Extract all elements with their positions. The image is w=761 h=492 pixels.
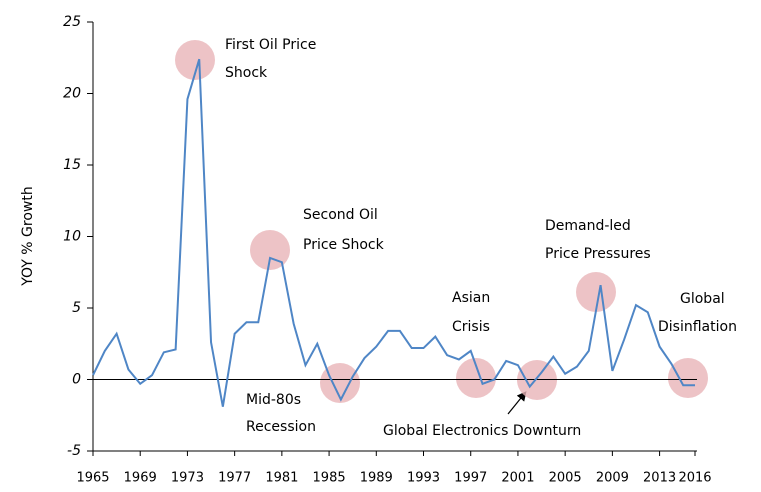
- annotation: Second Oil: [303, 207, 378, 223]
- x-tick-label: 1973: [171, 471, 204, 486]
- annotation: Asian: [452, 290, 490, 306]
- y-tick-label: -5: [67, 443, 81, 459]
- x-tick-label: 1965: [76, 471, 109, 486]
- x-tick-label: 1985: [313, 471, 346, 486]
- x-tick-label: 1969: [124, 471, 157, 486]
- x-tick-label: 2001: [501, 471, 534, 486]
- arrow: [507, 391, 527, 415]
- annotation: Global Electronics Downturn: [383, 423, 581, 439]
- annotation: First Oil Price: [225, 37, 316, 53]
- data-line: [92, 58, 695, 407]
- highlight-circle: [576, 272, 616, 312]
- y-tick-label: 10: [63, 229, 81, 245]
- x-tick-label: 2005: [549, 471, 582, 486]
- highlight-circle: [668, 358, 708, 398]
- x-tick-label: 1993: [407, 471, 440, 486]
- highlight-circle: [250, 230, 290, 270]
- x-tick-label: 2009: [596, 471, 629, 486]
- y-tick-label: 20: [63, 86, 81, 102]
- annotation: Price Pressures: [545, 246, 651, 262]
- y-tick-label: 0: [72, 372, 81, 388]
- x-tick-label: 1981: [265, 471, 298, 486]
- x-tick-label: 2013: [643, 471, 676, 486]
- annotation: Price Shock: [303, 237, 385, 253]
- annotation: Disinflation: [658, 319, 737, 335]
- y-tick-label: 15: [63, 157, 81, 173]
- annotation: Crisis: [452, 319, 490, 335]
- annotation: Recession: [246, 419, 316, 435]
- y-axis-label: YOY % Growth: [20, 186, 36, 286]
- annotation: Global: [680, 291, 725, 307]
- highlight-circle: [320, 363, 360, 403]
- x-tick-label: 2016: [678, 471, 711, 486]
- annotation: Mid-80s: [246, 392, 301, 408]
- highlight-circle: [456, 358, 496, 398]
- x-tick-label: 1989: [360, 471, 393, 486]
- y-tick-label: 5: [72, 300, 81, 316]
- highlight-circle: [175, 40, 215, 80]
- annotation: Shock: [225, 65, 268, 81]
- y-tick-label: 25: [63, 14, 81, 30]
- annotation: Demand-led: [545, 218, 631, 234]
- x-tick-label: 1977: [218, 471, 251, 486]
- x-tick-label: 1997: [454, 471, 487, 486]
